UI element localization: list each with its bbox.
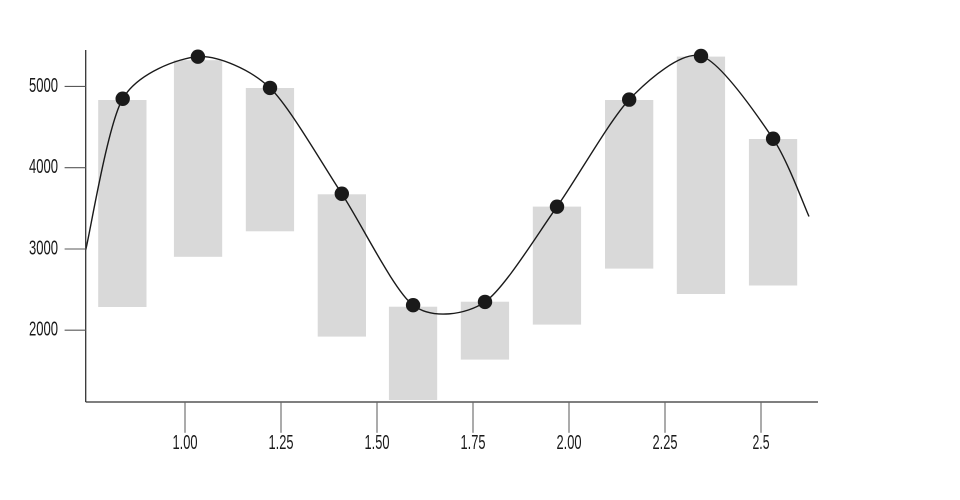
svg-text:1.00: 1.00	[173, 432, 198, 454]
svg-text:2.25: 2.25	[653, 432, 678, 454]
svg-text:3000: 3000	[29, 237, 58, 259]
svg-text:1.25: 1.25	[269, 432, 294, 454]
svg-text:1.50: 1.50	[365, 432, 390, 454]
svg-text:2.5: 2.5	[753, 432, 770, 454]
svg-text:2000: 2000	[29, 319, 58, 341]
svg-text:4000: 4000	[29, 156, 58, 178]
svg-text:5000: 5000	[29, 75, 58, 97]
svg-text:2.00: 2.00	[557, 432, 582, 454]
svg-text:1.75: 1.75	[461, 432, 486, 454]
